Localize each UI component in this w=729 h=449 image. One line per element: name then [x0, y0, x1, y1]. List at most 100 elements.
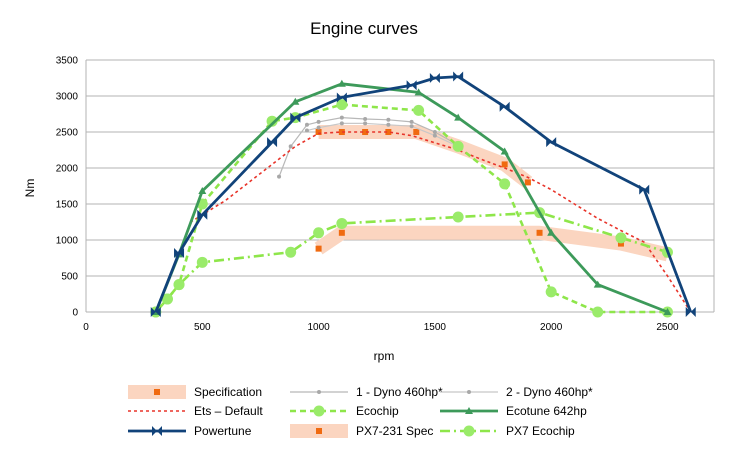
data-point: [362, 129, 369, 135]
series-line: [314, 225, 670, 262]
legend: Specification 1 - Dyno 460hp* 2 - Dyno 460…: [128, 385, 593, 438]
data-point: [150, 307, 161, 317]
legend-item: PX7-231 Spec: [290, 424, 433, 438]
data-point: [386, 122, 391, 127]
data-point: [639, 184, 650, 195]
data-point: [266, 115, 278, 127]
data-point: [545, 286, 557, 298]
data-point: [315, 129, 322, 135]
data-point: [409, 119, 414, 124]
y-tick-label: 2000: [56, 164, 79, 175]
data-point: [453, 71, 464, 82]
data-point: [465, 407, 473, 414]
series-px7-ecochip: [150, 207, 673, 318]
legend-item: Ecotune 642hp: [440, 404, 587, 418]
legend-item: PX7 Ecochip: [440, 424, 575, 438]
data-point: [499, 178, 511, 190]
legend-label: Powertune: [194, 424, 252, 438]
data-point: [685, 307, 696, 317]
series-line: [318, 125, 533, 188]
data-point: [291, 97, 300, 105]
data-point: [413, 104, 425, 116]
x-tick-label: 1000: [307, 322, 330, 333]
data-point: [593, 280, 602, 288]
y-tick-label: 3000: [56, 92, 79, 103]
data-point: [337, 79, 346, 87]
data-point: [546, 137, 557, 148]
data-point: [414, 88, 423, 96]
data-point: [197, 209, 208, 220]
data-point: [316, 119, 321, 124]
data-point: [336, 217, 348, 229]
data-point: [154, 389, 160, 395]
legend-label: PX7-231 Spec: [356, 424, 433, 438]
legend-label: Specification: [194, 385, 262, 399]
data-point: [501, 161, 508, 168]
legend-item: Ets – Default: [128, 404, 263, 418]
data-point: [363, 121, 368, 126]
data-point: [315, 245, 322, 252]
y-tick-label: 1000: [56, 236, 79, 247]
data-point: [285, 246, 297, 258]
series-powertune: [150, 71, 696, 317]
gridlines: [86, 59, 714, 313]
data-point: [267, 137, 278, 148]
data-point: [409, 124, 414, 129]
legend-label: PX7 Ecochip: [506, 424, 575, 438]
data-point: [304, 122, 309, 127]
series-line: [278, 116, 459, 177]
data-point: [452, 211, 464, 223]
legend-label: Ecochip: [356, 404, 399, 418]
data-point: [338, 229, 345, 236]
data-point: [304, 128, 309, 133]
data-point: [336, 92, 347, 103]
data-point: [385, 129, 392, 135]
data-point: [173, 279, 185, 291]
data-point: [161, 293, 173, 305]
data-point: [336, 99, 348, 111]
data-point: [313, 227, 325, 239]
data-point: [536, 229, 543, 236]
legend-label: Ets – Default: [194, 404, 263, 418]
data-point: [386, 117, 391, 122]
legend-label: Ecotune 642hp: [506, 404, 587, 418]
data-point: [174, 247, 185, 258]
x-tick-label: 2000: [540, 322, 563, 333]
data-point: [196, 256, 208, 268]
data-point: [432, 133, 437, 138]
x-tick-label: 0: [83, 322, 89, 333]
data-point: [432, 130, 437, 134]
tick-labels: 0 500 1000 1500 2000 2500 3000 3500 0 500 1000 1500…: [56, 56, 679, 334]
legend-item: Ecochip: [290, 404, 399, 418]
legend-item: Specification: [128, 385, 262, 399]
data-point: [339, 121, 344, 126]
legend-item: Powertune: [128, 424, 252, 438]
y-tick-label: 1500: [56, 200, 79, 211]
data-point: [499, 101, 510, 112]
data-point: [524, 179, 531, 186]
y-tick-label: 0: [72, 308, 78, 319]
axes: [85, 60, 715, 312]
data-point: [313, 405, 325, 417]
data-point: [152, 426, 162, 436]
data-point: [454, 113, 463, 121]
data-point: [406, 80, 417, 91]
y-tick-label: 3500: [56, 56, 79, 67]
data-point: [316, 428, 322, 434]
data-point: [288, 144, 293, 149]
data-point: [338, 129, 345, 135]
data-point: [547, 228, 556, 236]
data-point: [198, 187, 207, 195]
x-tick-label: 500: [194, 322, 211, 333]
data-point: [339, 115, 344, 120]
data-point: [617, 240, 624, 247]
legend-item: 2 - Dyno 460hp*: [440, 385, 593, 399]
series-ecotune-642hp: [151, 79, 672, 315]
data-point: [463, 425, 475, 437]
data-point: [615, 232, 627, 244]
series-specification: [315, 125, 533, 188]
data-point: [467, 390, 471, 394]
data-point: [452, 140, 464, 152]
legend-label: 1 - Dyno 460hp*: [356, 385, 443, 399]
